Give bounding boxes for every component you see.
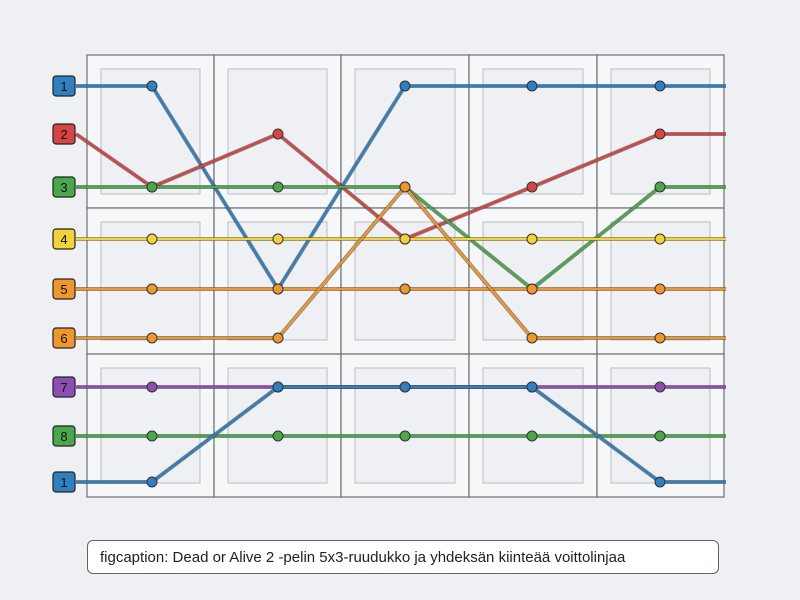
payline-node bbox=[146, 233, 158, 245]
payline-node bbox=[272, 283, 284, 295]
payline-node bbox=[399, 283, 411, 295]
row-label-box bbox=[52, 425, 76, 447]
payline-node bbox=[526, 80, 538, 92]
row-label-box bbox=[52, 228, 76, 250]
row-label-badge: 1 bbox=[52, 471, 76, 493]
payline-node bbox=[272, 381, 284, 393]
row-label-text: 8 bbox=[60, 429, 67, 444]
payline-node bbox=[272, 128, 284, 140]
payline-node bbox=[654, 128, 666, 140]
payline-node bbox=[399, 430, 411, 442]
payline-node bbox=[526, 283, 538, 295]
row-label-badge: 7 bbox=[52, 376, 76, 398]
row-label-box bbox=[52, 376, 76, 398]
row-label-text: 6 bbox=[60, 331, 67, 346]
row-label-badge: 4 bbox=[52, 228, 76, 250]
payline-node bbox=[146, 80, 158, 92]
payline-node bbox=[654, 332, 666, 344]
payline-node bbox=[146, 381, 158, 393]
row-label-badge: 2 bbox=[52, 123, 76, 145]
payline-node bbox=[526, 233, 538, 245]
row-label-box bbox=[52, 123, 76, 145]
payline-node bbox=[654, 430, 666, 442]
payline-grid-diagram: 1 2 3 4 5 6 7 8 1 bbox=[52, 54, 726, 498]
row-label-badge: 8 bbox=[52, 425, 76, 447]
caption-text: figcaption: Dead or Alive 2 -pelin 5x3-r… bbox=[100, 548, 626, 566]
payline-node bbox=[526, 181, 538, 193]
row-label-text: 1 bbox=[60, 79, 67, 94]
payline-node bbox=[654, 233, 666, 245]
row-label-box bbox=[52, 327, 76, 349]
row-label-text: 5 bbox=[60, 282, 67, 297]
row-label-text: 7 bbox=[60, 380, 67, 395]
payline-node bbox=[654, 181, 666, 193]
payline-node bbox=[399, 181, 411, 193]
row-label-badge: 1 bbox=[52, 75, 76, 97]
payline-node bbox=[272, 430, 284, 442]
row-label-box bbox=[52, 75, 76, 97]
payline-node bbox=[654, 80, 666, 92]
row-labels: 1 2 3 4 5 6 7 8 1 bbox=[52, 75, 76, 493]
payline-node bbox=[146, 332, 158, 344]
payline-paths bbox=[74, 80, 726, 488]
payline-node bbox=[272, 233, 284, 245]
payline-node bbox=[146, 476, 158, 488]
payline-node bbox=[272, 181, 284, 193]
row-label-box bbox=[52, 176, 76, 198]
payline-node bbox=[399, 381, 411, 393]
payline-node bbox=[146, 283, 158, 295]
row-label-badge: 5 bbox=[52, 278, 76, 300]
row-label-text: 4 bbox=[60, 232, 67, 247]
payline-node bbox=[654, 476, 666, 488]
payline-node bbox=[654, 381, 666, 393]
payline-node bbox=[272, 332, 284, 344]
payline-node bbox=[526, 381, 538, 393]
payline-node bbox=[146, 181, 158, 193]
row-label-box bbox=[52, 278, 76, 300]
row-label-text: 1 bbox=[60, 475, 67, 490]
payline-node bbox=[146, 430, 158, 442]
row-label-box bbox=[52, 471, 76, 493]
payline-node bbox=[526, 430, 538, 442]
row-label-text: 2 bbox=[60, 127, 67, 142]
payline-node bbox=[654, 283, 666, 295]
row-label-badge: 3 bbox=[52, 176, 76, 198]
payline-node bbox=[399, 80, 411, 92]
figure-caption: figcaption: Dead or Alive 2 -pelin 5x3-r… bbox=[87, 540, 719, 574]
payline-node bbox=[526, 332, 538, 344]
row-label-badge: 6 bbox=[52, 327, 76, 349]
row-label-text: 3 bbox=[60, 180, 67, 195]
payline-node bbox=[399, 233, 411, 245]
